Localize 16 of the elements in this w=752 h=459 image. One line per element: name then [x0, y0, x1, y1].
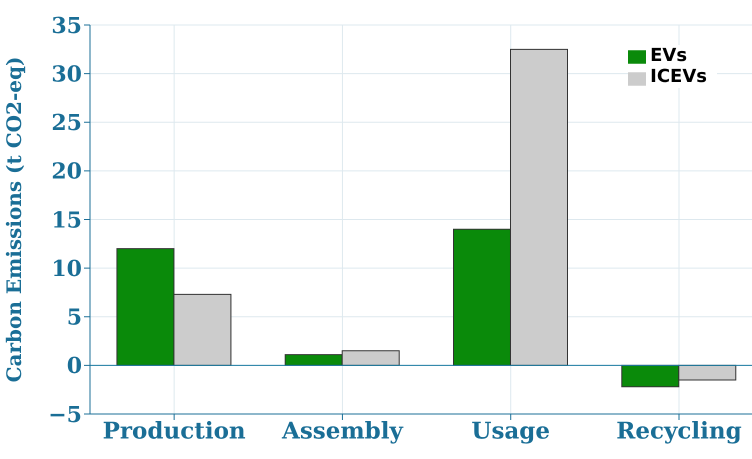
- y-tick-label: −5: [48, 402, 82, 428]
- x-tick-label: Assembly: [280, 417, 404, 444]
- x-tick-label: Recycling: [616, 417, 742, 444]
- y-tick-label: 15: [51, 207, 82, 234]
- y-tick-label: 35: [51, 12, 82, 39]
- legend-label: EVs: [650, 45, 688, 66]
- y-tick-label: 20: [51, 158, 82, 185]
- y-tick-label: 25: [51, 110, 82, 136]
- x-tick-label: Production: [102, 417, 246, 444]
- x-tick-label: Usage: [471, 417, 550, 444]
- y-tick-label: 0: [66, 353, 82, 380]
- y-tick-label: 30: [51, 61, 82, 88]
- y-tick-label: 5: [66, 304, 82, 331]
- legend-label: ICEVs: [650, 66, 707, 88]
- y-tick-label: 10: [51, 256, 82, 282]
- y-axis-title: Carbon Emissions (t CO2-eq): [2, 56, 26, 382]
